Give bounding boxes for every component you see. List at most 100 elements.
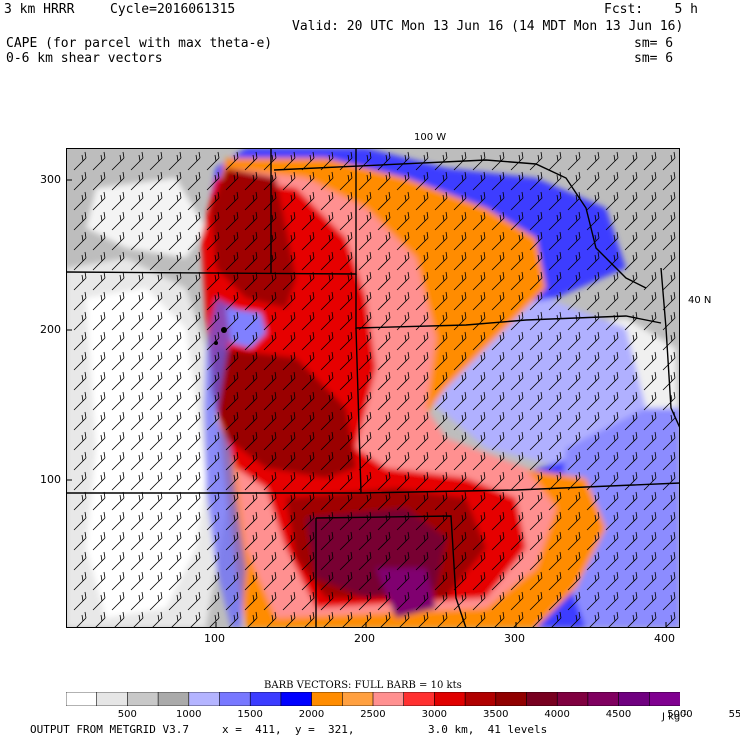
wind-barb — [320, 311, 334, 331]
wind-barb — [586, 531, 600, 551]
cape-region-darkred-central — [211, 348, 356, 478]
wind-barb — [415, 351, 429, 371]
wind-barb — [491, 251, 505, 271]
wind-barb — [263, 411, 277, 431]
wind-barb — [472, 471, 486, 491]
wind-barb — [263, 491, 277, 511]
wind-barb — [92, 151, 106, 171]
wind-barb — [282, 211, 296, 231]
city-marker — [214, 341, 218, 345]
wind-barb — [605, 511, 619, 531]
wind-barb — [415, 331, 429, 351]
wind-barb — [548, 551, 562, 571]
wind-barb — [605, 251, 619, 271]
wind-barb — [187, 431, 201, 451]
wind-barb — [398, 611, 410, 628]
wind-barb — [396, 511, 410, 531]
wind-barb — [472, 391, 486, 411]
wind-barb — [73, 411, 87, 431]
wind-barb — [149, 231, 163, 251]
wind-barb — [168, 411, 182, 431]
wind-barb — [149, 511, 163, 531]
wind-barb — [434, 411, 448, 431]
wind-barb — [396, 531, 410, 551]
wind-barb — [491, 191, 505, 211]
wind-barb — [206, 351, 220, 371]
wind-barb — [130, 491, 144, 511]
wind-barb — [111, 471, 125, 491]
wind-barb — [529, 591, 543, 611]
wind-barb — [662, 371, 676, 391]
wind-barb — [548, 371, 562, 391]
wind-barb — [111, 151, 125, 171]
wind-barb — [149, 191, 163, 211]
wind-barb — [244, 231, 258, 251]
wind-barb — [168, 591, 182, 611]
wind-barb — [111, 551, 125, 571]
wind-barb — [605, 491, 619, 511]
wind-barb — [662, 471, 676, 491]
wind-barb — [624, 591, 638, 611]
wind-barb — [415, 571, 429, 591]
wind-barb — [168, 331, 182, 351]
longitude-label: 100 W — [414, 132, 447, 143]
color-bar-label: 2500 — [360, 709, 386, 720]
color-bar-swatch — [188, 692, 221, 706]
wind-barb — [453, 171, 467, 191]
wind-barb — [320, 471, 334, 491]
wind-barb — [320, 451, 334, 471]
wind-barb — [263, 511, 277, 531]
wind-barb — [624, 411, 638, 431]
wind-barb — [510, 251, 524, 271]
wind-barb — [73, 371, 87, 391]
wind-barb — [130, 571, 144, 591]
barb-legend-title: BARB VECTORS: FULL BARB = 10 kts — [264, 680, 462, 691]
wind-barb — [244, 311, 258, 331]
wind-barb — [472, 531, 486, 551]
wind-barb — [491, 171, 505, 191]
wind-barb — [339, 491, 353, 511]
wind-barb — [434, 171, 448, 191]
wind-barb — [643, 271, 657, 291]
wind-barb — [491, 571, 505, 591]
wind-barb — [282, 431, 296, 451]
wind-barb — [491, 311, 505, 331]
color-bar-swatch — [526, 692, 558, 706]
wind-barb — [206, 171, 220, 191]
wind-barb — [244, 551, 258, 571]
wind-barb — [244, 511, 258, 531]
wind-barb — [263, 191, 277, 211]
wind-barb — [377, 251, 391, 271]
x-tick-label: 200 — [354, 632, 375, 645]
wind-barb — [339, 551, 353, 571]
wind-barb — [225, 151, 239, 171]
wind-barb — [662, 351, 676, 371]
model-name: 3 km HRRR — [4, 2, 75, 17]
wind-barb — [149, 311, 163, 331]
wind-barb — [567, 151, 581, 171]
wind-barb — [472, 331, 486, 351]
wind-barb — [73, 571, 87, 591]
wind-barb — [92, 431, 106, 451]
wind-barb — [512, 611, 524, 628]
wind-barb — [643, 211, 657, 231]
wind-barb — [151, 611, 163, 628]
wind-barb — [73, 171, 87, 191]
wind-barb — [548, 231, 562, 251]
wind-barb — [263, 551, 277, 571]
wind-barb — [339, 171, 353, 191]
wind-barb — [586, 451, 600, 471]
wind-barb — [453, 391, 467, 411]
wind-barb — [358, 291, 372, 311]
wind-barb — [491, 151, 505, 171]
wind-barb — [92, 171, 106, 191]
wind-barb — [130, 411, 144, 431]
wind-barb — [472, 451, 486, 471]
wind-barb — [206, 571, 220, 591]
wind-barb — [662, 171, 676, 191]
wind-barb — [265, 611, 277, 628]
wind-barb — [168, 451, 182, 471]
wind-barb — [377, 571, 391, 591]
wind-barb — [415, 371, 429, 391]
wind-barb — [168, 211, 182, 231]
